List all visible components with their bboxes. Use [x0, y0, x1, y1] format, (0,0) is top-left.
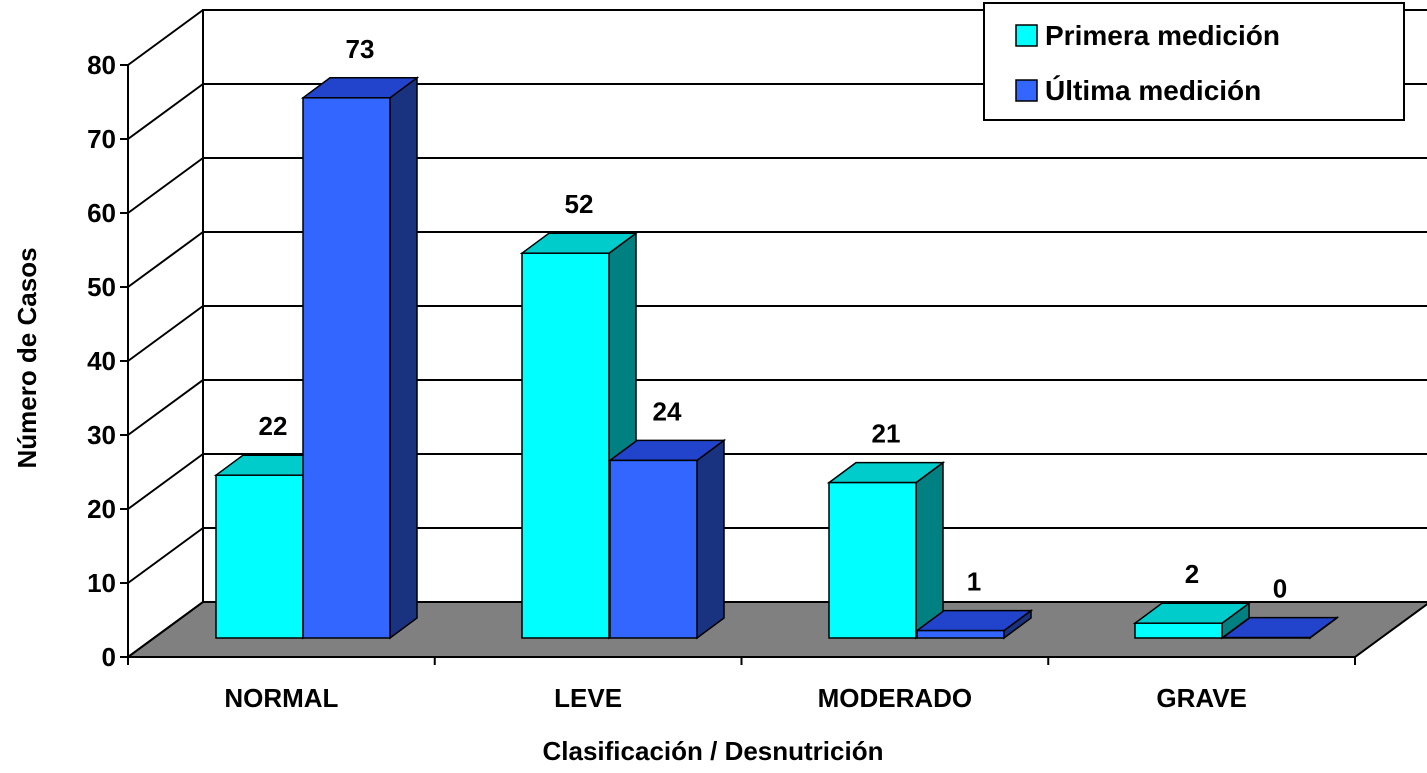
y-tick-label: 30: [87, 420, 116, 450]
bar-side-1-0: [389, 76, 418, 640]
data-label-0-3: 2: [1185, 559, 1199, 589]
data-label-1-1: 24: [653, 396, 682, 426]
bar-side-1-1: [696, 438, 725, 640]
bar-0-2: [828, 481, 917, 639]
gridline-side: [127, 527, 204, 584]
bar-1-2: [916, 629, 1005, 639]
x-tick-label: NORMAL: [224, 683, 338, 713]
legend-swatch-primera: [1015, 24, 1038, 47]
legend-box: [983, 2, 1405, 121]
gridline-side: [127, 453, 204, 510]
y-tick-label: 10: [87, 568, 116, 598]
legend-label-ultima: Última medición: [1045, 75, 1261, 106]
gridline-side: [127, 231, 204, 288]
y-tick-label: 70: [87, 124, 116, 154]
bar-1-0: [302, 97, 391, 639]
bars: [213, 76, 1340, 640]
x-tick-label: GRAVE: [1156, 683, 1247, 713]
bar-1-1: [609, 459, 698, 639]
gridline-side: [127, 305, 204, 362]
data-label-0-0: 22: [259, 411, 288, 441]
gridline-side: [127, 83, 204, 140]
x-axis-title: Clasificación / Desnutrición: [543, 736, 884, 766]
data-label-1-2: 1: [967, 567, 981, 597]
data-labels: 22 73 52 24 21 1 2 0: [259, 34, 1288, 604]
gridline-side: [127, 601, 204, 658]
gridline-side: [127, 157, 204, 214]
y-tick-label: 80: [87, 50, 116, 80]
bar-0-3: [1134, 622, 1223, 639]
bar-0-1: [521, 252, 610, 639]
data-label-1-0: 73: [346, 34, 375, 64]
x-tick-label: MODERADO: [818, 683, 973, 713]
x-tick-label: LEVE: [554, 683, 622, 713]
data-label-0-2: 21: [872, 419, 901, 449]
data-label-0-1: 52: [565, 189, 594, 219]
gridline-side: [127, 9, 204, 66]
y-tick-label: 0: [102, 642, 116, 672]
bar-0-0: [215, 474, 304, 639]
y-tick-label: 60: [87, 198, 116, 228]
y-tick-label: 40: [87, 346, 116, 376]
bar-side-0-2: [915, 461, 944, 640]
legend-label-primera: Primera medición: [1045, 20, 1280, 51]
legend: Primera medición Última medición: [983, 2, 1405, 121]
legend-swatch-ultima: [1015, 79, 1038, 102]
gridline-side: [127, 379, 204, 436]
y-axis-title: Número de Casos: [12, 247, 42, 468]
data-label-1-3: 0: [1273, 574, 1287, 604]
y-tick-label: 50: [87, 272, 116, 302]
y-tick-label: 20: [87, 494, 116, 524]
